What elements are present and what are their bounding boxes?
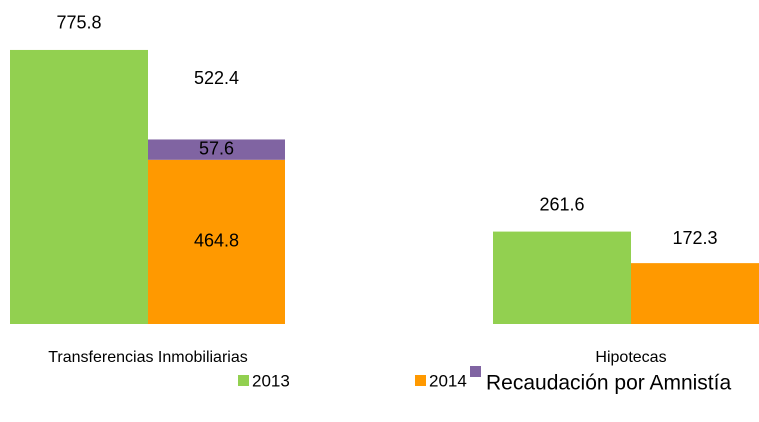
- x-tick-label: Transferencias Inmobiliarias: [48, 349, 247, 366]
- value-label: 464.8: [194, 231, 239, 251]
- bar: [148, 139, 285, 160]
- legend-label: 2013: [252, 371, 290, 390]
- legend-swatch: [238, 375, 249, 386]
- bar: [493, 231, 631, 324]
- total-label: 522.4: [194, 68, 239, 88]
- legend-swatch: [470, 366, 481, 377]
- value-label: 775.8: [56, 13, 101, 33]
- value-label: 172.3: [672, 228, 717, 248]
- value-label: 57.6: [199, 138, 234, 158]
- x-tick-label: Hipotecas: [595, 349, 666, 366]
- bar: [10, 49, 148, 325]
- value-label: 261.6: [539, 194, 584, 214]
- legend-label: Recaudación por Amnistía: [486, 372, 731, 395]
- bar: [631, 263, 759, 324]
- bar: [148, 159, 285, 324]
- legend-label: 2014: [429, 371, 467, 390]
- legend-swatch: [415, 375, 426, 386]
